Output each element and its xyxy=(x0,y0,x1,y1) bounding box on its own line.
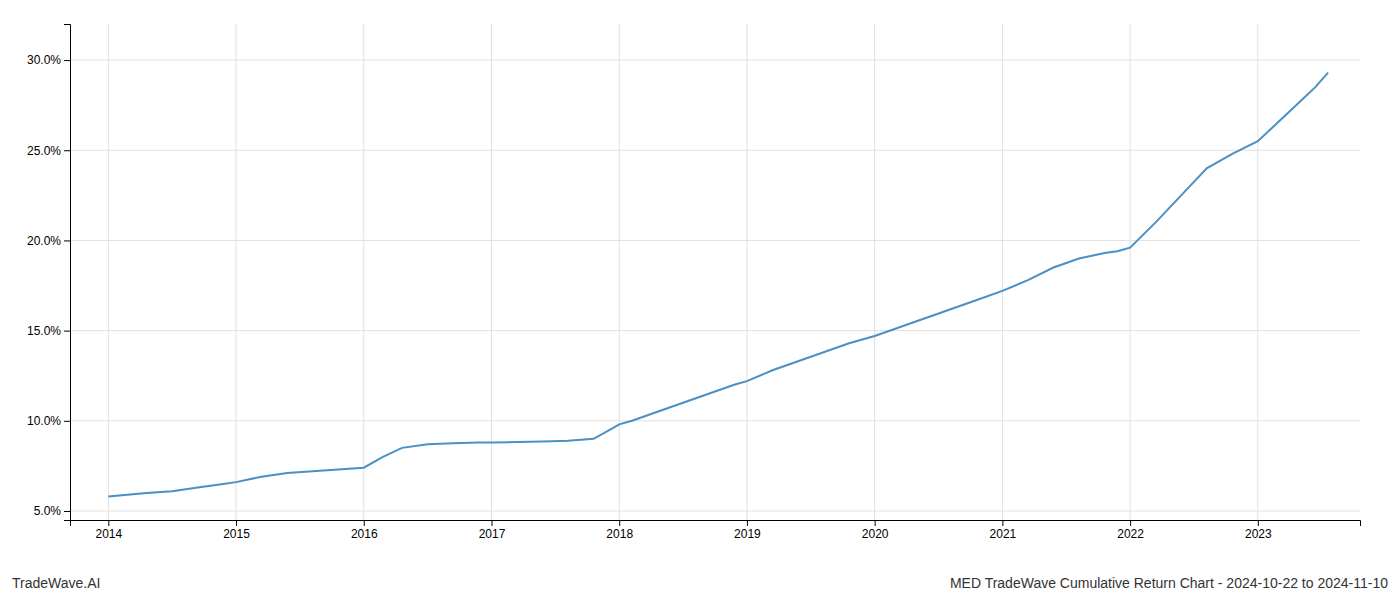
y-tick: 5.0% xyxy=(34,504,70,518)
x-tick-mark xyxy=(1258,520,1259,526)
y-tick-mark xyxy=(64,421,70,422)
grid-line-x xyxy=(236,24,237,520)
y-tick-mark xyxy=(64,60,70,61)
x-tick: 2015 xyxy=(223,520,250,541)
y-tick-label: 10.0% xyxy=(27,414,61,428)
y-tick-label: 25.0% xyxy=(27,144,61,158)
x-tick-mark xyxy=(364,520,365,526)
y-tick: 25.0% xyxy=(27,144,70,158)
grid-line-x xyxy=(746,24,747,520)
x-tick: 2020 xyxy=(862,520,889,541)
x-tick-label: 2023 xyxy=(1245,527,1272,541)
y-tick-label: 20.0% xyxy=(27,234,61,248)
plot: 2014 2015 2016 2017 2018 2019 2020 2021 2022 2023… xyxy=(27,24,1361,541)
x-tick-mark xyxy=(619,520,620,526)
x-axis-line xyxy=(71,521,1361,527)
x-tick: 2023 xyxy=(1245,520,1272,541)
x-tick-mark xyxy=(1130,520,1131,526)
x-tick-label: 2016 xyxy=(351,527,378,541)
y-tick: 30.0% xyxy=(27,53,70,67)
y-axis: 5.0% 10.0% 15.0% 20.0% 25.0% 30.0% xyxy=(27,25,71,521)
grid-line-x xyxy=(108,24,109,520)
y-axis-line xyxy=(64,25,71,521)
line xyxy=(108,73,1328,497)
grid-line-x xyxy=(619,24,620,520)
x-tick: 2022 xyxy=(1117,520,1144,541)
x-tick: 2019 xyxy=(734,520,761,541)
y-tick-label: 30.0% xyxy=(27,53,61,67)
y-tick-label: 15.0% xyxy=(27,324,61,338)
x-tick-mark xyxy=(875,520,876,526)
grid-line-x xyxy=(1130,24,1131,520)
grid-line-y xyxy=(70,240,1360,241)
grid-line-y xyxy=(70,150,1360,151)
x-tick-label: 2015 xyxy=(223,527,250,541)
series xyxy=(108,73,1328,497)
x-tick-mark xyxy=(108,520,109,526)
x-tick-mark xyxy=(747,520,748,526)
x-tick: 2014 xyxy=(95,520,122,541)
x-axis: 2014 2015 2016 2017 2018 2019 2020 2021 2022 2023 xyxy=(71,520,1361,541)
x-tick: 2021 xyxy=(990,520,1017,541)
x-tick-label: 2019 xyxy=(734,527,761,541)
grid xyxy=(70,24,1360,520)
grid-line-x xyxy=(1002,24,1003,520)
grid-line-y xyxy=(70,330,1360,331)
grid-line-x xyxy=(491,24,492,520)
x-tick-label: 2021 xyxy=(990,527,1017,541)
y-tick-label: 5.0% xyxy=(34,504,62,518)
x-tick-label: 2017 xyxy=(479,527,506,541)
x-tick: 2016 xyxy=(351,520,378,541)
grid-line-y xyxy=(70,420,1360,421)
grid-line-x xyxy=(1257,24,1258,520)
y-tick: 20.0% xyxy=(27,234,70,248)
x-tick-mark xyxy=(491,520,492,526)
y-tick-mark xyxy=(64,150,70,151)
watermark: TradeWave.AI xyxy=(12,575,100,591)
x-tick-mark xyxy=(1002,520,1003,526)
x-tick-mark xyxy=(236,520,237,526)
grid-line-x xyxy=(874,24,875,520)
y-tick-mark xyxy=(64,331,70,332)
y-tick: 15.0% xyxy=(27,324,70,338)
x-tick-label: 2014 xyxy=(95,527,122,541)
title: MED TradeWave Cumulative Return Chart - … xyxy=(950,575,1388,591)
y-tick: 10.0% xyxy=(27,414,70,428)
x-tick: 2017 xyxy=(479,520,506,541)
grid-line-y xyxy=(70,60,1360,61)
x-tick-label: 2020 xyxy=(862,527,889,541)
grid-line-x xyxy=(363,24,364,520)
x-tick: 2018 xyxy=(606,520,633,541)
y-tick-mark xyxy=(64,511,70,512)
grid-line-y xyxy=(70,510,1360,511)
x-tick-label: 2018 xyxy=(606,527,633,541)
x-tick-label: 2022 xyxy=(1117,527,1144,541)
chart: 2014 2015 2016 2017 2018 2019 2020 2021 2022 2023… xyxy=(0,0,1400,600)
y-tick-mark xyxy=(64,240,70,241)
